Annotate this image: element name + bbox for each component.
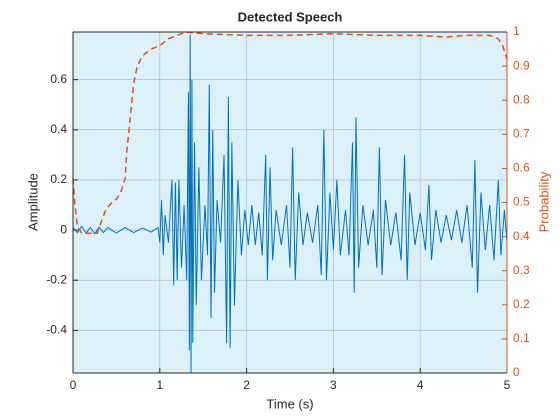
y-axis-label: Amplitude	[25, 173, 40, 231]
series-line	[72, 31, 508, 234]
x-tick-label: 4	[417, 378, 424, 392]
x-tick-label: 3	[330, 378, 337, 392]
y2-tick-label: 0.9	[513, 58, 530, 72]
plot-background	[73, 32, 507, 373]
y-tick-label: 0.4	[50, 122, 67, 136]
chart-title: Detected Speech	[238, 9, 343, 24]
y-tick-label: 0.2	[50, 172, 67, 186]
series-line	[72, 34, 508, 374]
y2-tick-label: 0.2	[513, 297, 530, 311]
y2-tick-label: 0.6	[513, 161, 530, 175]
y2-tick-label: 0.1	[513, 331, 530, 345]
y2-tick-label: 1	[513, 24, 520, 38]
y-tick-label: 0.6	[50, 72, 67, 86]
x-tick-label: 5	[504, 378, 511, 392]
y2-tick-label: 0	[513, 365, 520, 379]
x-tick-label: 1	[156, 378, 163, 392]
y2-tick-label: 0.3	[513, 263, 530, 277]
x-axis-label: Time (s)	[266, 396, 313, 411]
y-tick-label: 0	[60, 222, 67, 236]
y2-tick-label: 0.4	[513, 229, 530, 243]
y2-axis-label: Probability	[536, 171, 551, 232]
y-tick-label: -0.2	[46, 272, 67, 286]
y2-tick-label: 0.7	[513, 126, 530, 140]
x-tick-label: 0	[70, 378, 77, 392]
y2-tick-label: 0.8	[513, 92, 530, 106]
x-tick-label: 2	[243, 378, 250, 392]
y-tick-label: -0.4	[46, 323, 67, 337]
y2-tick-label: 0.5	[513, 195, 530, 209]
